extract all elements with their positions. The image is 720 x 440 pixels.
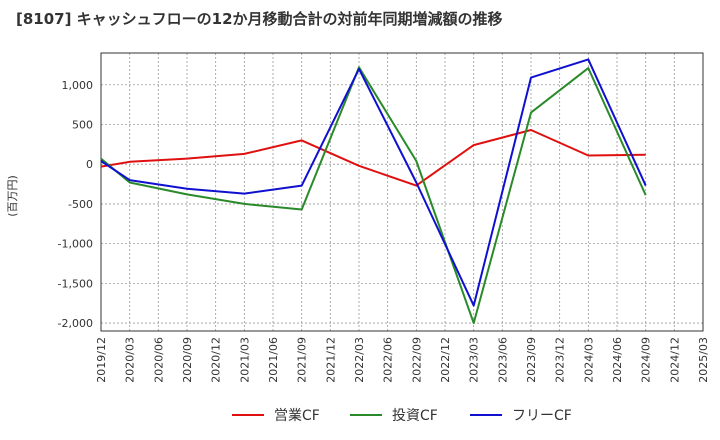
legend-label-0: 営業CF	[274, 408, 320, 424]
x-tick-label: 2023/09	[525, 337, 538, 383]
chart-title: [8107] キャッシュフローの12か月移動合計の対前年同期増減額の推移	[16, 10, 503, 28]
x-tick-label: 2025/03	[697, 337, 710, 383]
x-tick-label: 2021/03	[238, 337, 251, 383]
x-tick-label: 2023/12	[554, 337, 567, 383]
x-tick-label: 2021/09	[296, 337, 309, 383]
x-tick-label: 2024/06	[611, 337, 624, 383]
y-tick-label: -2,000	[58, 317, 93, 330]
series-line-0	[100, 129, 646, 187]
x-tick-label: 2021/12	[324, 337, 337, 383]
x-tick-label: 2020/09	[181, 337, 194, 383]
plot-frame	[100, 52, 704, 332]
series-line-2	[100, 58, 647, 307]
y-tick-label: 0	[86, 158, 93, 171]
series-line-1	[100, 66, 647, 325]
plot-area	[101, 53, 703, 331]
x-tick-label: 2022/06	[382, 337, 395, 383]
y-tick-label: -1,000	[58, 238, 93, 251]
legend-label-2: フリーCF	[512, 408, 572, 424]
x-tick-label: 2023/06	[496, 337, 509, 383]
x-tick-label: 2021/06	[267, 337, 280, 383]
y-tick-label: -500	[68, 198, 93, 211]
x-tick-label: 2024/03	[582, 337, 595, 383]
y-tick-label: 1,000	[62, 79, 94, 92]
x-tick-label: 2019/12	[95, 337, 108, 383]
x-tick-label: 2024/12	[668, 337, 681, 383]
x-tick-label: 2022/12	[439, 337, 452, 383]
x-tick-label: 2022/03	[353, 337, 366, 383]
y-tick-label: 500	[72, 118, 93, 131]
x-tick-label: 2020/03	[124, 337, 137, 383]
x-tick-label: 2020/12	[210, 337, 223, 383]
y-tick-label: -1,500	[58, 277, 93, 290]
x-tick-label: 2022/09	[410, 337, 423, 383]
x-tick-label: 2020/06	[152, 337, 165, 383]
x-tick-label: 2024/09	[640, 337, 653, 383]
x-tick-label: 2023/03	[468, 337, 481, 383]
legend-label-1: 投資CF	[392, 408, 438, 424]
